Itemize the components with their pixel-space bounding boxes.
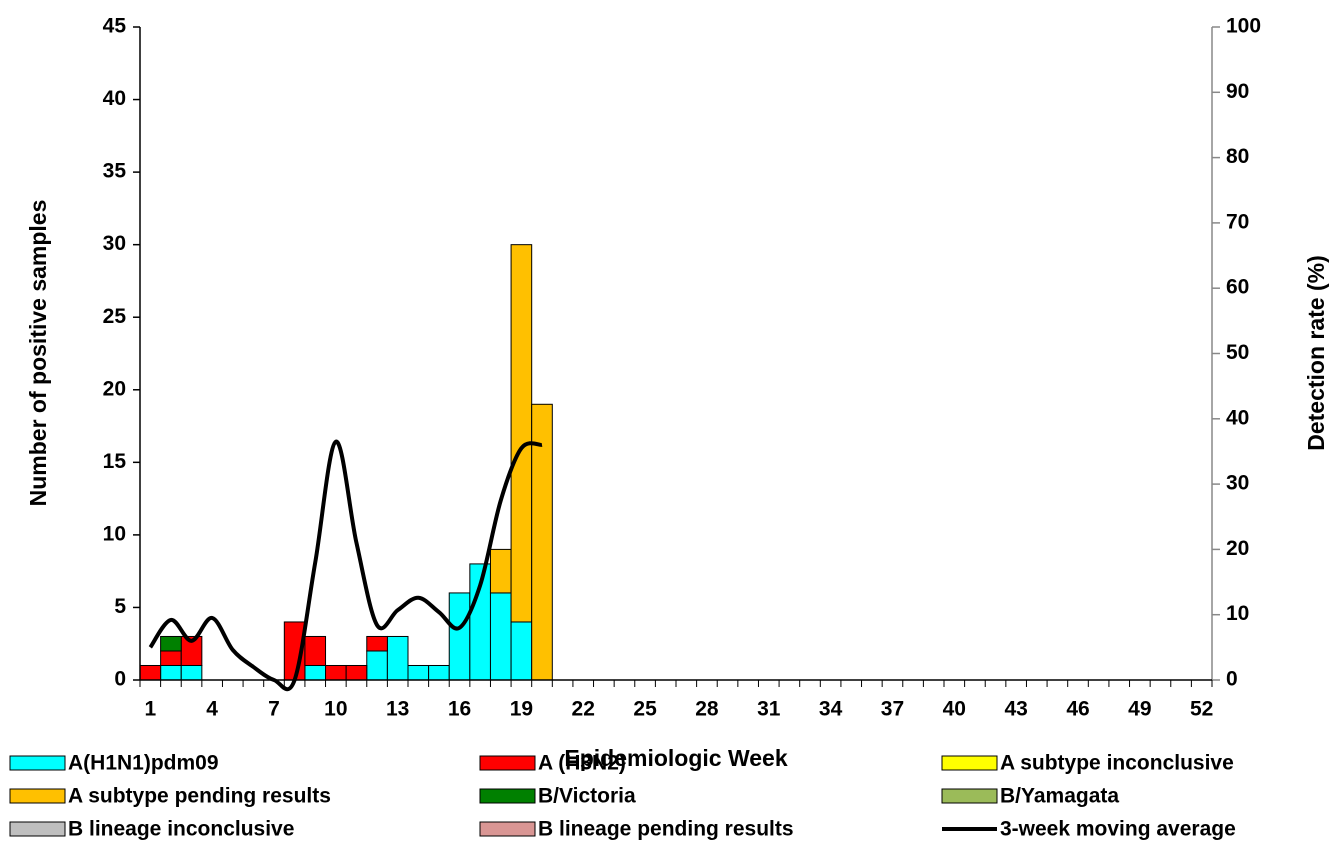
- legend-swatch: [479, 755, 536, 771]
- bar-segment: [160, 664, 182, 681]
- legend-label: A subtype pending results: [68, 785, 331, 808]
- legend-swatch: [9, 821, 66, 837]
- y-tick-label: 35: [103, 160, 127, 183]
- legend-label: B lineage pending results: [538, 818, 794, 841]
- bar-segment: [489, 548, 512, 594]
- legend-swatch: [479, 821, 536, 837]
- x-tick-label: 46: [1066, 698, 1089, 721]
- legend-label: A (H3N2): [538, 752, 626, 775]
- bar-segment: [345, 664, 368, 681]
- legend-swatch: [941, 788, 998, 804]
- y-tick-label: 10: [103, 522, 126, 545]
- legend-label: B/Victoria: [538, 785, 636, 808]
- y-tick-label: 45: [103, 15, 127, 38]
- x-tick-label: 34: [819, 698, 843, 721]
- x-tick-label: 19: [510, 698, 533, 721]
- y2-tick-label: 30: [1226, 472, 1249, 495]
- legend-swatch: [941, 755, 998, 771]
- bar-segment: [304, 635, 327, 666]
- x-tick-label: 13: [386, 698, 409, 721]
- x-tick-label: 52: [1190, 698, 1213, 721]
- y-tick-label: 0: [114, 668, 126, 691]
- legend-swatch: [9, 755, 66, 771]
- bar-segment: [510, 244, 533, 623]
- y2-tick-label: 0: [1226, 668, 1238, 691]
- bar-segment: [139, 664, 162, 681]
- moving-average-line: [148, 439, 543, 692]
- y2-tick-label: 50: [1226, 341, 1249, 364]
- x-tick-label: 28: [695, 698, 719, 721]
- y2-axis-title: Detection rate (%): [1303, 255, 1329, 451]
- y2-tick-label: 40: [1226, 406, 1249, 429]
- legend-swatch: [479, 788, 536, 804]
- legend-label: B lineage inconclusive: [68, 818, 294, 841]
- x-tick-label: 49: [1128, 698, 1151, 721]
- legend-label: 3-week moving average: [1000, 818, 1236, 841]
- legend-label: B/Yamagata: [1000, 785, 1119, 808]
- x-tick-label: 25: [633, 698, 657, 721]
- bar-segment: [366, 635, 388, 652]
- x-tick-label: 40: [943, 698, 966, 721]
- x-axis-title: Epidemiologic Week: [564, 745, 787, 771]
- legend-swatch: [9, 788, 66, 804]
- legend-label: A subtype inconclusive: [1000, 752, 1234, 775]
- bar-segment: [510, 621, 533, 681]
- y-tick-label: 5: [114, 595, 126, 618]
- bar-segment: [304, 664, 327, 681]
- bar-segment: [428, 664, 450, 681]
- x-tick-label: 16: [448, 698, 471, 721]
- y-axis-title: Number of positive samples: [25, 200, 51, 507]
- y-tick-label: 15: [103, 450, 127, 473]
- x-tick-label: 37: [881, 698, 904, 721]
- y2-tick-label: 80: [1226, 145, 1249, 168]
- bar-segment: [489, 592, 512, 681]
- y-tick-label: 40: [103, 87, 126, 110]
- y2-tick-label: 60: [1226, 276, 1249, 299]
- x-tick-label: 43: [1004, 698, 1027, 721]
- bar-segment: [325, 664, 347, 681]
- y2-tick-label: 90: [1226, 80, 1249, 103]
- x-tick-label: 1: [144, 698, 156, 721]
- x-tick-label: 31: [757, 698, 781, 721]
- x-tick-label: 7: [268, 698, 280, 721]
- bar-segment: [386, 635, 409, 681]
- y2-tick-label: 10: [1226, 602, 1249, 625]
- bar-segment: [448, 592, 471, 681]
- y2-tick-label: 20: [1226, 537, 1249, 560]
- x-tick-label: 22: [572, 698, 595, 721]
- x-tick-label: 10: [324, 698, 347, 721]
- bar-segment: [407, 664, 430, 681]
- x-tick-label: 4: [206, 698, 218, 721]
- y-tick-label: 20: [103, 377, 126, 400]
- bar-segment: [180, 664, 203, 681]
- bar-segment: [160, 650, 182, 666]
- bar-segment: [160, 635, 182, 652]
- y2-tick-label: 100: [1226, 15, 1261, 38]
- y2-tick-label: 70: [1226, 210, 1249, 233]
- bar-segment: [366, 650, 388, 681]
- y-tick-label: 30: [103, 232, 126, 255]
- legend-label: A(H1N1)pdm09: [68, 752, 219, 775]
- y-tick-label: 25: [103, 305, 127, 328]
